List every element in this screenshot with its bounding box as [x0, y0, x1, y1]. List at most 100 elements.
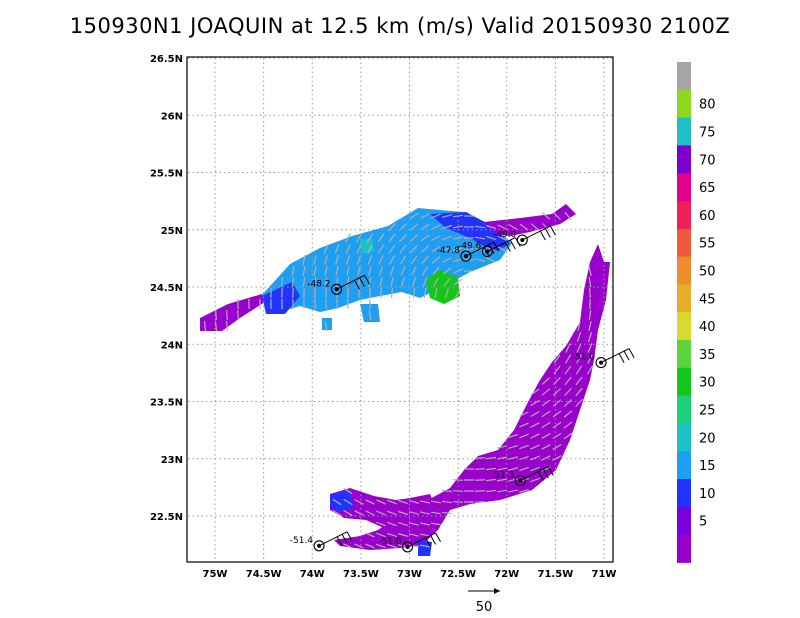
wind-vector [399, 233, 407, 243]
wind-vector [388, 244, 396, 254]
station-value-label: -48.2 [307, 279, 330, 289]
wind-vector [334, 244, 340, 254]
wind-vector [587, 354, 593, 364]
wind-vector [576, 332, 582, 342]
wind-vector [368, 266, 372, 276]
colorbar-label: 75 [699, 126, 716, 141]
wind-vector [508, 467, 518, 471]
wind-vector [552, 399, 562, 407]
wind-vector [563, 399, 573, 407]
lat-tick-label: 23.5N [150, 398, 183, 409]
wind-vector [354, 510, 364, 516]
wind-vector [399, 255, 407, 265]
wind-vector [354, 499, 364, 505]
station-marker: -51.0 [572, 348, 635, 369]
wind-barb [359, 277, 365, 288]
wind-vector [365, 532, 375, 538]
station-value-label: -49.6 [458, 242, 482, 252]
wind-barb [354, 280, 360, 290]
wind-vector [442, 267, 452, 275]
wind-vector [387, 499, 397, 505]
wind-vector [346, 276, 350, 288]
wind-vector [485, 489, 497, 493]
colorbar-label: 65 [699, 181, 716, 196]
wind-vector [541, 410, 551, 418]
wind-vector [588, 309, 592, 321]
wind-vector [356, 233, 362, 243]
observation-stations: -48.2 -47.8-49.6 -49.0 -51.0 -51.3 -51.4 -51.0 [290, 225, 635, 553]
wind-vector [409, 511, 419, 515]
wind-vector [474, 468, 486, 470]
wind-vector [357, 266, 361, 276]
wind-vector [324, 276, 328, 288]
wind-barb [547, 466, 554, 476]
wind-vector [369, 287, 371, 299]
scale-vector: 50 [468, 588, 500, 615]
colorbar-label: 15 [699, 459, 716, 474]
wind-vector [419, 544, 431, 548]
wind-vector [358, 287, 360, 299]
wind-vector [442, 246, 452, 252]
wind-vector [452, 247, 464, 251]
wind-vector [345, 233, 351, 243]
wind-vector [576, 354, 582, 364]
wind-vector [575, 376, 583, 386]
wind-vector [332, 498, 342, 506]
lon-tick-label: 73W [397, 569, 422, 580]
wind-barb [425, 537, 431, 548]
colorbar-label: 55 [699, 237, 716, 252]
wind-vector [552, 432, 562, 440]
wind-vector [398, 533, 408, 537]
wind-vector [376, 521, 386, 527]
wind-barb [346, 531, 353, 542]
station-ring [595, 357, 607, 369]
scale-vector-label: 50 [476, 600, 493, 615]
station-ring [460, 250, 472, 262]
wind-barb [537, 471, 544, 481]
wind-vector [577, 320, 581, 332]
wind-vector [345, 244, 351, 254]
wind-vector [408, 533, 420, 537]
wind-barb [544, 228, 551, 238]
wind-vector [237, 309, 239, 321]
colorbar-label: 45 [699, 292, 716, 307]
wind-vector [387, 521, 397, 527]
wind-vector [365, 543, 375, 549]
wind-vector [225, 320, 229, 332]
map-frame [186, 56, 614, 563]
station-ring [331, 283, 343, 295]
wind-speed-region [360, 238, 374, 254]
wind-vector [398, 521, 408, 527]
wind-vector [376, 543, 386, 549]
wind-vector [291, 265, 295, 277]
wind-vector [343, 543, 353, 549]
wind-vector [332, 509, 342, 517]
colorbar-segment [677, 451, 691, 480]
wind-vector [388, 233, 396, 243]
wind-vector [367, 255, 373, 265]
colorbar-label: 70 [699, 153, 716, 168]
wind-speed-region [200, 294, 268, 331]
wind-vector [302, 276, 306, 288]
wind-vector [589, 287, 591, 299]
colorbar-segment [677, 340, 691, 369]
wind-vector [324, 255, 328, 265]
wind-vector [564, 211, 572, 221]
wind-vector [565, 343, 571, 353]
wind-barb [549, 225, 556, 236]
wind-vector [564, 376, 572, 386]
wind-vector [430, 500, 442, 504]
wind-vector [519, 223, 529, 231]
wind-vector [553, 376, 561, 386]
wind-barb [539, 230, 546, 241]
wind-vector [343, 487, 353, 495]
wind-vector [452, 479, 464, 481]
wind-vector [441, 511, 453, 515]
wind-vector [313, 265, 317, 277]
wind-vector [334, 255, 340, 265]
colorbar-segment [677, 201, 691, 230]
wind-vector [552, 388, 562, 396]
wind-vector [588, 276, 592, 288]
wind-barb [435, 532, 441, 543]
lat-tick-label: 26.5N [150, 54, 183, 65]
